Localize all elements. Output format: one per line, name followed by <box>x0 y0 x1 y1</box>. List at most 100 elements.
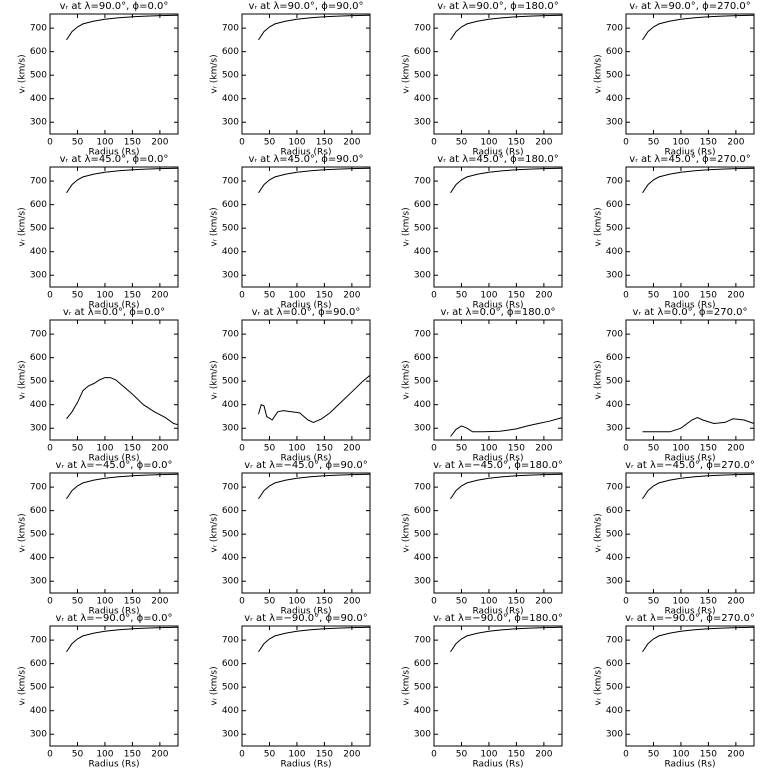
plot-frame <box>625 625 755 747</box>
x-tick-label: 50 <box>72 444 84 454</box>
plot-frame <box>241 472 371 594</box>
x-tick-label: 0 <box>239 138 245 148</box>
x-tick-label: 0 <box>47 291 53 301</box>
x-tick-label: 100 <box>672 138 689 148</box>
y-axis-label: vᵣ (km/s) <box>594 207 604 246</box>
x-axis-label: Radius (Rs) <box>88 148 139 158</box>
x-tick-label: 50 <box>456 291 468 301</box>
y-tick-label: 300 <box>222 118 239 128</box>
x-tick-label: 100 <box>480 597 497 607</box>
y-tick-label: 700 <box>222 330 239 340</box>
x-tick-label: 200 <box>727 138 744 148</box>
y-tick-label: 500 <box>414 224 431 234</box>
y-tick-label: 400 <box>414 553 431 563</box>
x-tick-label: 50 <box>648 291 660 301</box>
x-tick-label: 0 <box>623 291 629 301</box>
y-tick-label: 600 <box>414 200 431 210</box>
x-tick-label: 50 <box>456 444 468 454</box>
chart-title: vᵣ at λ=90.0°, ϕ=270.0° <box>629 1 750 12</box>
chart-title: vᵣ at λ=−90.0°, ϕ=270.0° <box>625 613 755 624</box>
x-axis-label: Radius (Rs) <box>280 607 331 617</box>
x-tick-label: 0 <box>47 138 53 148</box>
y-tick-label: 500 <box>30 683 47 693</box>
chart-title: vᵣ at λ=45.0°, ϕ=90.0° <box>248 154 363 165</box>
x-tick-label: 150 <box>508 138 525 148</box>
x-tick-label: 150 <box>316 138 333 148</box>
x-axis-label: Radius (Rs) <box>88 760 139 768</box>
y-tick-label: 700 <box>30 330 47 340</box>
y-tick-label: 400 <box>606 94 623 104</box>
x-tick-label: 200 <box>151 750 168 760</box>
x-tick-label: 200 <box>343 138 360 148</box>
x-axis-label: Radius (Rs) <box>664 607 715 617</box>
chart-title: vᵣ at λ=90.0°, ϕ=180.0° <box>437 1 558 12</box>
y-tick-label: 700 <box>414 330 431 340</box>
x-axis-label: Radius (Rs) <box>664 454 715 464</box>
y-tick-label: 500 <box>222 683 239 693</box>
x-tick-label: 100 <box>480 444 497 454</box>
y-tick-label: 700 <box>606 636 623 646</box>
y-tick-label: 500 <box>606 377 623 387</box>
y-tick-label: 400 <box>414 400 431 410</box>
x-tick-label: 200 <box>151 444 168 454</box>
y-tick-label: 700 <box>30 177 47 187</box>
data-line <box>66 473 179 500</box>
x-axis-label: Radius (Rs) <box>472 148 523 158</box>
x-tick-label: 150 <box>508 444 525 454</box>
x-tick-label: 100 <box>288 597 305 607</box>
y-tick-label: 400 <box>30 247 47 257</box>
x-tick-label: 50 <box>264 138 276 148</box>
x-tick-label: 100 <box>288 750 305 760</box>
y-axis-label: vᵣ (km/s) <box>210 666 220 705</box>
x-tick-label: 50 <box>72 750 84 760</box>
x-tick-label: 0 <box>47 597 53 607</box>
y-tick-label: 500 <box>414 71 431 81</box>
x-tick-label: 150 <box>508 750 525 760</box>
x-axis-label: Radius (Rs) <box>88 301 139 311</box>
plot-frame <box>625 166 755 288</box>
y-tick-label: 600 <box>222 353 239 363</box>
y-axis-label: vᵣ (km/s) <box>18 54 28 93</box>
x-tick-label: 150 <box>700 597 717 607</box>
plot-frame <box>625 13 755 135</box>
y-tick-label: 600 <box>414 353 431 363</box>
y-tick-label: 600 <box>222 506 239 516</box>
y-axis-label: vᵣ (km/s) <box>210 207 220 246</box>
x-tick-label: 200 <box>343 291 360 301</box>
x-tick-label: 200 <box>151 291 168 301</box>
y-axis-label: vᵣ (km/s) <box>594 360 604 399</box>
y-tick-label: 600 <box>414 659 431 669</box>
data-line <box>450 473 563 500</box>
y-tick-label: 400 <box>30 400 47 410</box>
data-line <box>642 417 755 433</box>
x-axis-label: Radius (Rs) <box>664 148 715 158</box>
x-tick-label: 100 <box>480 291 497 301</box>
x-tick-label: 100 <box>288 444 305 454</box>
y-tick-label: 700 <box>30 24 47 34</box>
y-tick-label: 300 <box>30 271 47 281</box>
y-tick-label: 300 <box>222 730 239 740</box>
x-tick-label: 50 <box>456 138 468 148</box>
y-tick-label: 300 <box>414 424 431 434</box>
x-tick-label: 50 <box>264 750 276 760</box>
y-tick-label: 400 <box>222 400 239 410</box>
x-tick-label: 200 <box>535 138 552 148</box>
y-tick-label: 300 <box>30 577 47 587</box>
y-tick-label: 700 <box>606 483 623 493</box>
x-tick-label: 0 <box>239 444 245 454</box>
y-tick-label: 500 <box>414 530 431 540</box>
y-tick-label: 300 <box>414 118 431 128</box>
y-tick-label: 700 <box>222 636 239 646</box>
y-axis-label: vᵣ (km/s) <box>402 207 412 246</box>
x-tick-label: 50 <box>648 444 660 454</box>
x-tick-label: 100 <box>672 291 689 301</box>
plot-frame <box>241 319 371 441</box>
x-tick-label: 100 <box>96 750 113 760</box>
y-tick-label: 600 <box>30 659 47 669</box>
data-line <box>450 14 563 41</box>
x-axis-label: Radius (Rs) <box>472 301 523 311</box>
y-tick-label: 700 <box>414 177 431 187</box>
x-tick-label: 0 <box>431 444 437 454</box>
y-axis-label: vᵣ (km/s) <box>18 360 28 399</box>
